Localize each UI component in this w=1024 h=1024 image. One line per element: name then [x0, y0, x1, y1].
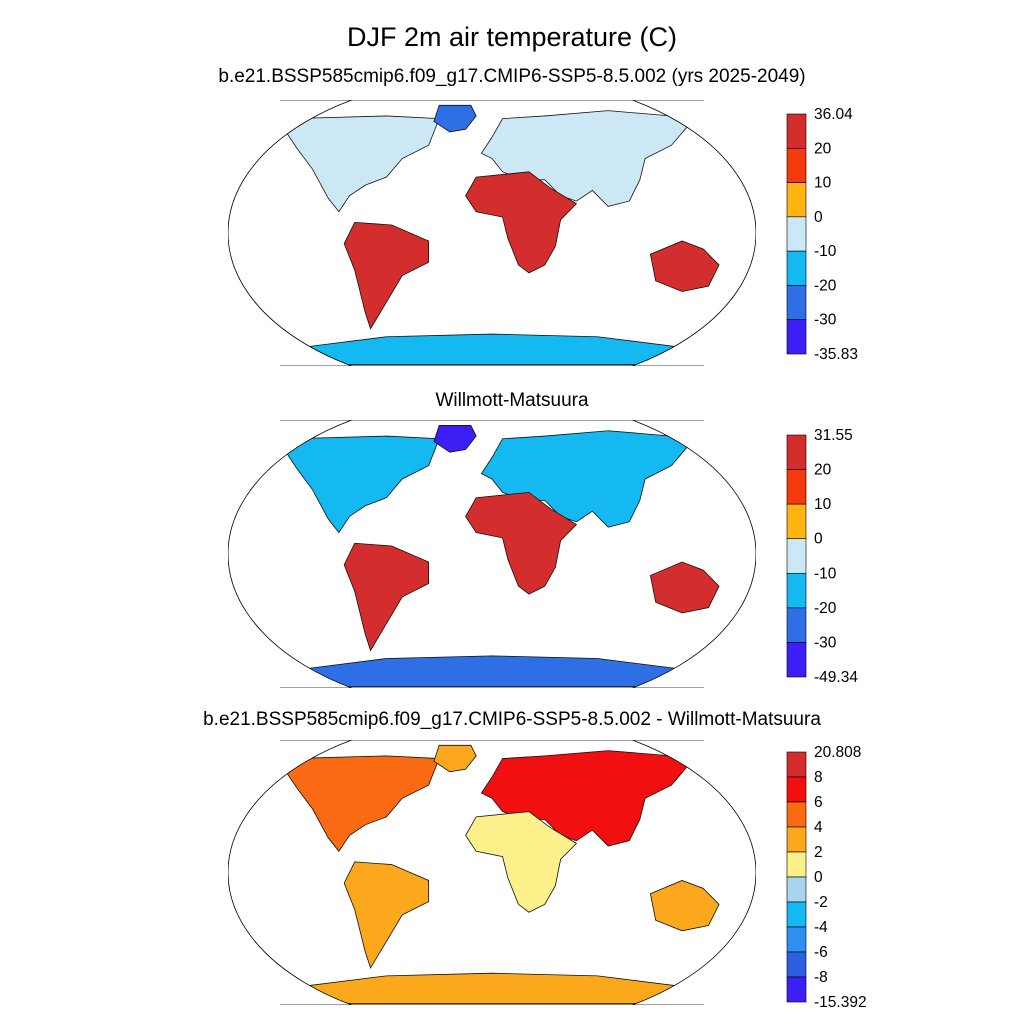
colorbar-label: 20.808 [814, 744, 861, 761]
colorbar-label: -20 [814, 277, 837, 294]
colorbar-box [786, 607, 807, 643]
colorbar-label: 8 [814, 769, 823, 786]
map-panel-obs [285, 424, 720, 688]
colorbar-box [786, 216, 807, 252]
colorbar-box [786, 751, 807, 778]
land-australia [649, 240, 720, 292]
colorbar-label: 10 [814, 175, 832, 192]
land-greenland [433, 744, 477, 773]
colorbar-box [786, 285, 807, 321]
colorbar-box [786, 434, 807, 470]
land-southAmerica [343, 221, 430, 330]
colorbar-box [786, 801, 807, 828]
map-panel-diff [285, 744, 720, 1005]
land-africa [465, 811, 578, 913]
colorbar-label: -4 [814, 919, 828, 936]
colorbar-model: 36.04 20 10 0 -10 -20 -30 -35.83 [786, 106, 858, 363]
land-eurasia [480, 430, 688, 528]
colorbar-label: -30 [814, 634, 837, 651]
colorbar-label: 0 [814, 531, 823, 548]
land-northAmerica [285, 755, 440, 852]
colorbar-label: 20 [814, 462, 832, 479]
colorbar-box [786, 926, 807, 953]
colorbar-label: 4 [814, 819, 823, 836]
colorbar-box [786, 503, 807, 540]
land-southAmerica [343, 542, 430, 652]
colorbar-box [786, 826, 807, 853]
land-southAmerica [343, 861, 430, 969]
figure-title: DJF 2m air temperature (C) [346, 22, 678, 52]
land-antarctica [301, 972, 683, 1005]
colorbar-box [786, 572, 807, 609]
colorbar-label: 2 [814, 844, 823, 861]
land-eurasia [480, 110, 688, 207]
colorbar-box [786, 113, 807, 149]
map-panel-model [285, 104, 720, 366]
colorbar-box [786, 250, 807, 286]
colorbar-box [786, 876, 807, 903]
land-australia [649, 880, 720, 932]
land-australia [649, 561, 720, 614]
colorbar-label: -30 [814, 312, 837, 329]
colorbar-box [786, 642, 807, 678]
land-africa [465, 491, 578, 595]
colorbar-label: -35.83 [814, 346, 858, 363]
land-northAmerica [285, 435, 440, 534]
colorbar-box [786, 776, 807, 803]
panel-title-model: b.e21.BSSP585cmip6.f09_g17.CMIP6-SSP5-8.… [218, 66, 806, 87]
colorbar-label: -20 [814, 600, 837, 617]
colorbar-label: 0 [814, 209, 823, 226]
land-antarctica [301, 333, 683, 366]
land-northAmerica [285, 115, 440, 213]
land-antarctica [301, 655, 683, 688]
land-greenland [433, 104, 477, 133]
colorbar-box [786, 901, 807, 928]
colorbar-label: 36.04 [814, 106, 853, 123]
colorbar-box [786, 951, 807, 978]
colorbar-label: 20 [814, 140, 832, 157]
colorbar-box [786, 976, 807, 1003]
colorbar-label: -8 [814, 969, 828, 986]
panel-title-difference: b.e21.BSSP585cmip6.f09_g17.CMIP6-SSP5-8.… [203, 709, 821, 730]
colorbar-label: 0 [814, 869, 823, 886]
colorbar-box [786, 469, 807, 505]
colorbar-obs: 31.55 20 10 0 -10 -20 -30 -49.34 [786, 427, 858, 686]
land-greenland [433, 424, 477, 453]
colorbar-diff: 20.808 8 6 4 2 0 -2 -4 -6 -8 -15.392 [786, 744, 867, 1011]
colorbar-label: 10 [814, 496, 832, 513]
colorbar-label: -49.34 [814, 669, 858, 686]
panel-title-observations: Willmott-Matsuura [435, 390, 589, 411]
land-eurasia [480, 750, 688, 847]
colorbar-label: 31.55 [814, 427, 853, 444]
colorbar-box [786, 851, 807, 878]
colorbar-label: -10 [814, 565, 837, 582]
colorbar-box [786, 538, 807, 574]
colorbar-label: -15.392 [814, 994, 867, 1011]
colorbar-box [786, 319, 807, 355]
colorbar-label: -10 [814, 243, 837, 260]
land-africa [465, 171, 578, 274]
colorbar-box [786, 147, 807, 183]
colorbar-label: -6 [814, 944, 828, 961]
colorbar-box [786, 182, 807, 218]
colorbar-label: -2 [814, 894, 828, 911]
colorbar-label: 6 [814, 794, 823, 811]
